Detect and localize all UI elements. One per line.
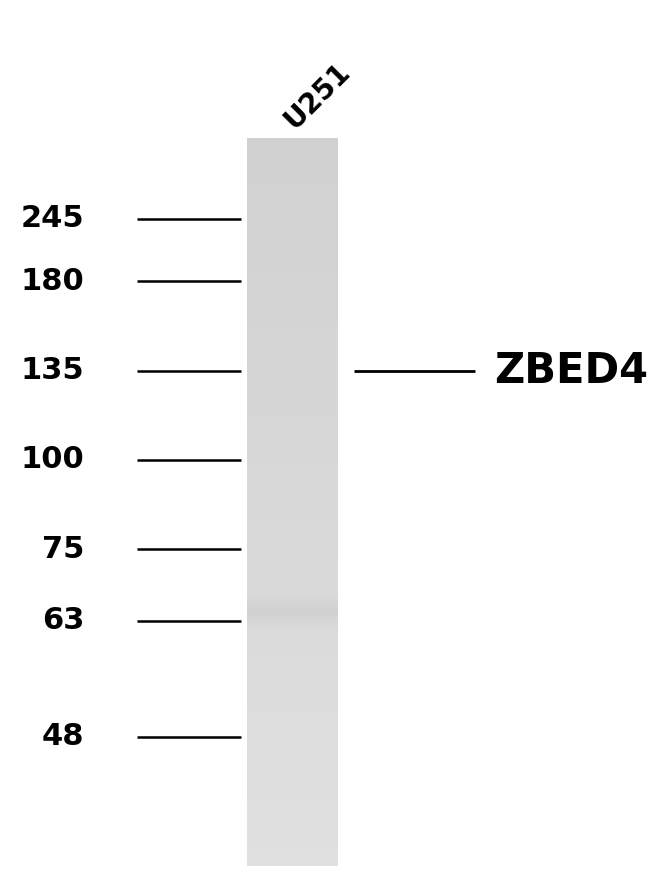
Text: ZBED4: ZBED4 xyxy=(494,349,648,392)
Text: 63: 63 xyxy=(42,606,84,635)
Text: 48: 48 xyxy=(42,722,84,751)
Text: 180: 180 xyxy=(21,267,84,296)
Text: U251: U251 xyxy=(280,57,356,134)
Text: 100: 100 xyxy=(21,446,84,474)
Text: 75: 75 xyxy=(42,535,84,563)
Text: 135: 135 xyxy=(21,356,84,385)
Text: 245: 245 xyxy=(21,204,84,233)
